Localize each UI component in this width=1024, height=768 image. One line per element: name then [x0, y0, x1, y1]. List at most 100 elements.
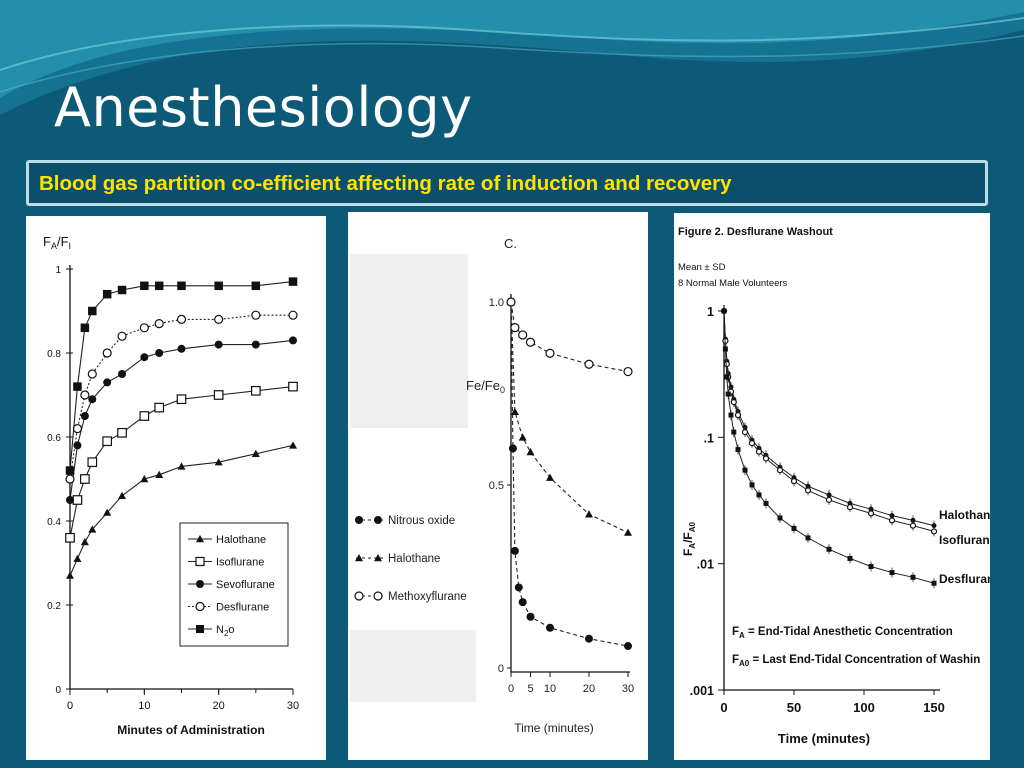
data-point	[584, 359, 594, 369]
legend-label: Sevoflurane	[216, 579, 275, 591]
data-point	[118, 491, 127, 499]
data-point	[288, 381, 298, 392]
x-tick-label: 50	[787, 700, 801, 715]
data-point	[518, 330, 528, 340]
data-point	[755, 448, 763, 455]
data-point	[251, 281, 261, 291]
legend-marker	[195, 556, 205, 567]
data-point	[518, 433, 527, 441]
data-point	[762, 455, 770, 462]
data-point	[545, 348, 555, 358]
data-point	[525, 337, 536, 347]
data-point	[213, 390, 224, 400]
legend-marker	[196, 580, 204, 588]
data-point	[139, 323, 149, 333]
x-tick-label: 150	[923, 700, 945, 715]
chart-panel-washout: Figure 2. Desflurane Washout Mean ± SD 8…	[674, 213, 990, 760]
data-point	[722, 346, 728, 352]
data-point	[742, 467, 748, 473]
data-point	[288, 310, 298, 320]
data-point	[140, 353, 149, 362]
data-point	[88, 395, 97, 404]
data-point	[65, 466, 75, 475]
data-point	[117, 331, 127, 341]
chart-panel-recovery: C. 0 0.5 1.0 0 10 20 30 5 Fe/Fe0 Time (minutes)…	[348, 212, 648, 760]
data-point	[289, 441, 297, 449]
legend-label: Halothane	[388, 553, 440, 565]
data-point	[87, 457, 98, 468]
data-point	[514, 583, 523, 592]
series-label: Desflurane	[939, 572, 990, 586]
y-tick-label: 1.0	[489, 297, 504, 309]
data-point	[73, 382, 82, 391]
legend-label: Desflurane	[216, 602, 269, 614]
data-point	[931, 523, 937, 529]
data-point	[868, 563, 874, 569]
y-tick-label: .01	[697, 558, 714, 572]
data-point	[176, 314, 187, 325]
data-point	[177, 462, 186, 470]
x-tick-label: 5	[527, 683, 533, 695]
data-point	[510, 407, 519, 415]
y-axis-label: Fe/Fe0	[466, 378, 505, 395]
x-axis-label: Time (minutes)	[778, 731, 870, 746]
series-line	[69, 339, 294, 501]
chart-title: Figure 2. Desflurane Washout	[678, 226, 833, 238]
header-wave-decoration	[0, 0, 1024, 115]
data-point	[118, 370, 127, 378]
data-point	[510, 323, 520, 333]
data-point	[909, 522, 917, 529]
data-point	[214, 340, 223, 349]
data-point	[103, 378, 112, 387]
data-point	[80, 323, 90, 333]
legend-label: Nitrous oxide	[388, 515, 455, 527]
x-tick-label: 0	[67, 700, 73, 712]
data-point	[728, 412, 734, 418]
data-point	[510, 546, 519, 555]
data-point	[250, 385, 261, 396]
series-label: Isoflurane	[939, 533, 990, 547]
recovery-chart: C. 0 0.5 1.0 0 10 20 30 5 Fe/Fe0 Time (minutes)…	[350, 236, 634, 735]
data-point	[72, 424, 83, 434]
subtitle-box: Blood gas partition co-efficient affecti…	[26, 160, 988, 206]
data-point	[214, 314, 224, 325]
y-tick-label: .001	[690, 684, 714, 698]
data-point	[725, 391, 731, 397]
data-point	[931, 580, 937, 586]
data-point	[214, 458, 223, 466]
data-point	[730, 399, 737, 406]
data-point	[735, 447, 741, 453]
data-point	[214, 281, 223, 291]
data-point	[65, 532, 75, 543]
y-tick-label: 0.2	[47, 601, 61, 612]
data-point	[867, 510, 875, 517]
y-tick-label: .1	[704, 431, 714, 445]
legend-label: N2o	[216, 624, 235, 638]
series-line	[510, 301, 629, 373]
data-point	[73, 554, 82, 562]
data-point	[508, 444, 517, 453]
series-line	[69, 314, 293, 480]
data-point	[624, 528, 632, 536]
data-point	[889, 570, 895, 576]
data-point	[910, 574, 916, 580]
data-point	[251, 310, 261, 320]
definition-line-2: FA0 = Last End-Tidal Concentration of Wa…	[732, 654, 980, 668]
chart-legend: Halothane Isoflurane Desflurane	[939, 508, 990, 586]
data-point	[748, 440, 756, 447]
data-point	[749, 482, 755, 488]
x-tick-label: 20	[583, 683, 595, 695]
y-tick-label: 0.4	[47, 517, 61, 528]
data-point	[139, 411, 150, 421]
y-tick-label: 1	[707, 305, 714, 319]
legend-marker	[196, 535, 204, 543]
x-tick-label: 30	[622, 683, 634, 695]
data-point	[288, 277, 298, 286]
masked-region	[350, 254, 468, 428]
data-point	[930, 528, 938, 535]
data-point	[624, 642, 632, 651]
data-point	[506, 297, 516, 307]
data-point	[65, 474, 75, 484]
series-line	[510, 301, 629, 534]
y-tick-label: 0	[55, 685, 61, 696]
